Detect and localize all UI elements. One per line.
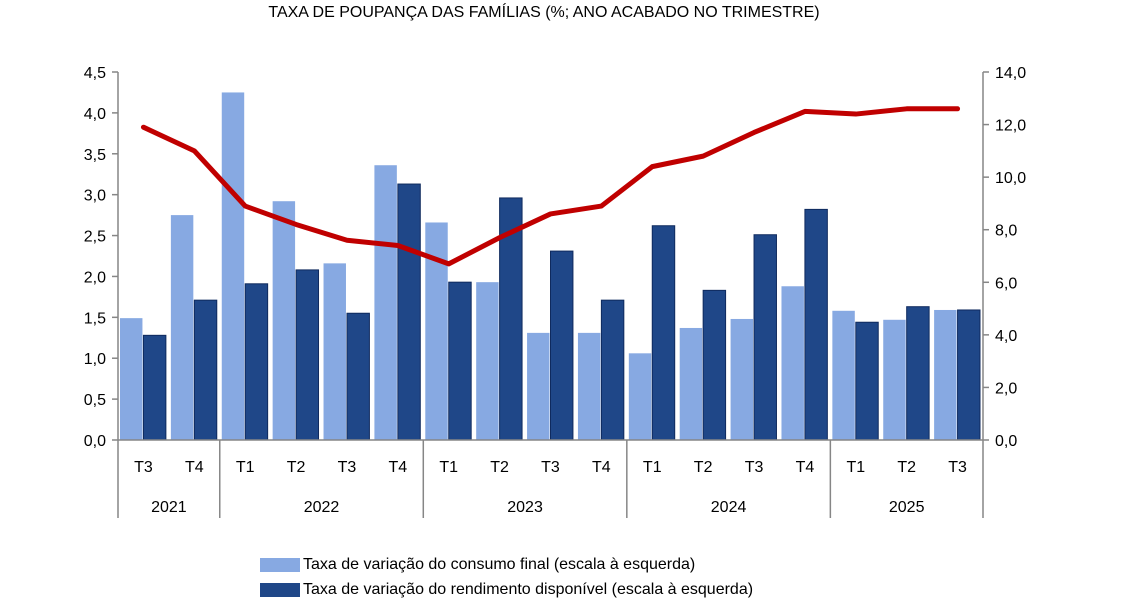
left-tick-label: 3,5 (84, 147, 106, 164)
bar-income (906, 306, 930, 441)
year-label: 2024 (711, 499, 747, 516)
left-tick-label: 2,5 (84, 229, 106, 246)
bar-income (753, 234, 777, 441)
bar-income (600, 299, 625, 441)
year-label: 2021 (151, 499, 187, 516)
bar-income (855, 321, 879, 441)
bar-income (397, 183, 421, 441)
chart-title: TAXA DE POUPANÇA DAS FAMÍLIAS (%; ANO AC… (268, 4, 820, 21)
x-tick-label: T3 (541, 459, 560, 476)
x-tick-label: T2 (897, 459, 916, 476)
x-tick-label: T4 (796, 459, 815, 476)
bar-income (295, 269, 320, 441)
bar-income (550, 250, 574, 441)
right-tick-label: 0,0 (995, 433, 1017, 450)
bar-income (702, 289, 727, 441)
left-tick-label: 0,0 (84, 433, 106, 450)
bar-consumption (730, 318, 754, 440)
x-tick-label: T2 (287, 459, 306, 476)
x-tick-label: T3 (948, 459, 967, 476)
legend-item-consumption: Taxa de variação do consumo final (escal… (260, 556, 695, 574)
x-tick-label: T4 (389, 459, 408, 476)
x-tick-label: T4 (592, 459, 611, 476)
bar-consumption (120, 318, 143, 440)
x-tick-label: T1 (439, 459, 458, 476)
right-tick-label: 2,0 (995, 380, 1017, 397)
right-tick-label: 12,0 (995, 118, 1026, 135)
bar-consumption (679, 327, 703, 440)
legend-item-income: Taxa de variação do rendimento disponíve… (260, 581, 753, 599)
x-tick-label: T1 (236, 459, 255, 476)
left-tick-label: 4,0 (84, 106, 106, 123)
year-label: 2025 (889, 499, 925, 516)
right-tick-label: 8,0 (995, 223, 1017, 240)
x-tick-label: T3 (338, 459, 357, 476)
right-tick-label: 4,0 (995, 328, 1017, 345)
left-tick-label: 1,5 (84, 310, 106, 327)
bar-income (804, 208, 828, 441)
bar-income (346, 312, 370, 441)
bar-income (142, 334, 167, 441)
bar-consumption (476, 282, 499, 440)
year-label: 2022 (304, 499, 340, 516)
x-tick-label: T4 (185, 459, 204, 476)
legend-label-consumption: Taxa de variação do consumo final (escal… (303, 556, 696, 573)
bar-consumption (272, 201, 296, 440)
left-tick-label: 4,5 (84, 65, 106, 82)
legend-swatch-consumption (260, 558, 300, 572)
bar-consumption (883, 319, 906, 440)
bar-consumption (425, 222, 448, 440)
x-tick-label: T3 (134, 459, 153, 476)
left-tick-label: 3,0 (84, 188, 106, 205)
legend-label-income: Taxa de variação do rendimento disponíve… (303, 581, 754, 598)
bar-consumption (527, 332, 550, 440)
bar-income (448, 281, 472, 441)
left-tick-label: 1,0 (84, 351, 106, 368)
bar-consumption (374, 165, 397, 440)
right-tick-label: 10,0 (995, 170, 1026, 187)
year-label: 2023 (507, 499, 543, 516)
right-tick-label: 6,0 (995, 275, 1017, 292)
bar-income (244, 283, 269, 441)
bar-consumption (628, 353, 652, 440)
x-tick-label: T1 (643, 459, 662, 476)
bar-consumption (170, 215, 194, 440)
bar-income (193, 299, 218, 441)
right-tick-label: 14,0 (995, 65, 1026, 82)
x-tick-label: T1 (846, 459, 865, 476)
bar-consumption (221, 92, 245, 440)
savings-rate-line (140, 106, 961, 267)
left-tick-label: 0,5 (84, 392, 106, 409)
bar-consumption (781, 286, 804, 440)
legend-swatch-income (260, 583, 300, 597)
bar-income (651, 225, 676, 441)
bar-consumption (323, 263, 346, 440)
x-tick-label: T2 (490, 459, 509, 476)
bar-consumption (832, 310, 855, 440)
left-tick-label: 2,0 (84, 269, 106, 286)
x-tick-label: T3 (745, 459, 764, 476)
bar-consumption (934, 309, 957, 440)
bar-income (957, 309, 981, 441)
x-tick-label: T2 (694, 459, 713, 476)
bar-consumption (577, 332, 601, 440)
